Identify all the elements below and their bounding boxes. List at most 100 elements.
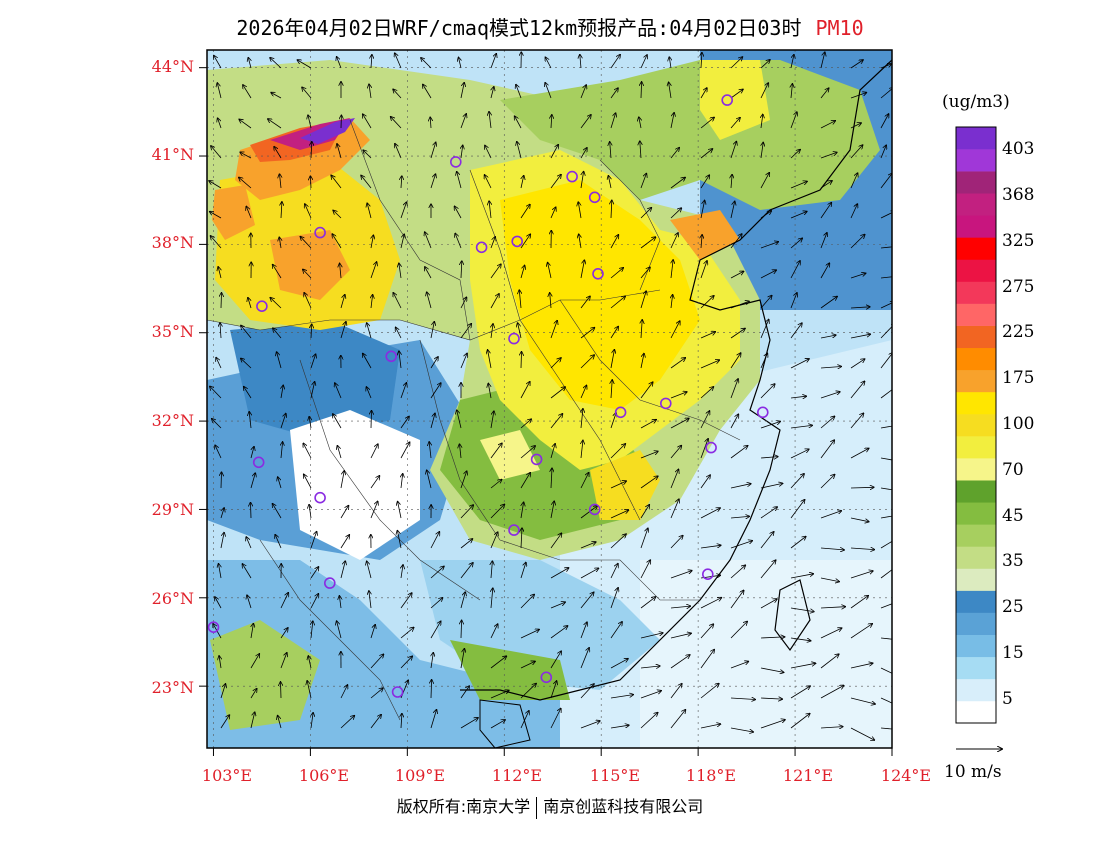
wind-arrow (820, 577, 839, 582)
wind-arrow (219, 656, 221, 669)
wind-arrow (670, 446, 681, 459)
wind-arrow (850, 381, 865, 399)
wind-arrow (491, 87, 494, 99)
wind-arrow (700, 296, 714, 309)
wind-arrow (640, 267, 650, 279)
wind-arrow (460, 353, 467, 369)
station-marker (252, 456, 265, 469)
wind-arrow (610, 350, 614, 369)
wind-arrow (239, 119, 252, 129)
wind-arrow (760, 637, 785, 638)
wind-arrow (670, 418, 689, 429)
wind-arrow (670, 499, 679, 519)
wind-arrow (431, 680, 432, 699)
wind-arrow (790, 181, 807, 189)
wind-arrow (431, 653, 433, 669)
wind-arrow (310, 532, 317, 549)
wind-arrow (460, 83, 464, 99)
wind-arrow (246, 207, 252, 219)
station-marker (475, 241, 488, 254)
wind-arrow (281, 385, 283, 399)
wind-arrow (580, 622, 587, 639)
wind-arrow (460, 563, 473, 579)
wind-arrow (850, 359, 865, 369)
wind-arrow (670, 633, 691, 639)
wind-arrow (331, 175, 342, 189)
wind-arrow (790, 537, 806, 549)
wind-arrow (279, 237, 281, 249)
wind-arrow (430, 566, 444, 579)
wind-arrow (611, 200, 612, 219)
wind-arrow (281, 442, 283, 459)
wind-arrow (790, 607, 814, 612)
wind-arrow (760, 384, 775, 399)
wind-arrow (427, 292, 432, 309)
wind-arrow (850, 697, 875, 704)
wind-arrow (790, 396, 806, 398)
wind-arrow (610, 564, 618, 579)
wind-arrow (580, 55, 581, 69)
northeast-moderate-field (500, 60, 880, 210)
wind-arrow (545, 57, 552, 69)
wind-arrow (340, 561, 345, 579)
wind-arrow (700, 332, 715, 339)
wind-arrow (241, 358, 252, 369)
wind-arrow (730, 516, 749, 518)
wind-arrow (369, 84, 371, 99)
wind-arrow (790, 686, 810, 699)
colorbar-band (956, 568, 996, 591)
wind-arrow (760, 698, 782, 699)
wind-arrow (820, 367, 841, 369)
wind-arrow (489, 112, 491, 129)
wind-arrow (880, 145, 886, 159)
wind-arrow (490, 720, 505, 729)
wind-arrow (220, 323, 221, 339)
wind-arrow (520, 446, 535, 459)
yunnan-field (210, 620, 320, 730)
wind-arrow (551, 115, 552, 129)
wind-arrow (401, 565, 403, 579)
wind-arrow (880, 425, 892, 429)
wind-arrow (880, 211, 892, 219)
wind-arrow (581, 441, 583, 459)
wind-arrow (461, 145, 463, 159)
axis-ticks (199, 67, 893, 756)
wind-arrow (580, 296, 590, 309)
wind-arrow (579, 234, 581, 249)
copyright-separator (536, 796, 538, 819)
wind-arrow (610, 142, 611, 159)
wind-arrow (760, 353, 767, 369)
wind-arrow (520, 234, 530, 249)
lon-label-118: 118°E (685, 766, 737, 785)
wind-arrow (640, 505, 649, 519)
wind-arrow (760, 667, 784, 672)
wind-arrow (371, 295, 373, 309)
colorbar-label-175: 175 (1002, 368, 1035, 388)
wind-arrow (820, 628, 842, 639)
station-marker (721, 94, 734, 106)
wind-arrow (760, 483, 783, 489)
wind-arrow (216, 358, 222, 369)
wind-arrow (760, 720, 785, 729)
wind-arrow (520, 473, 530, 489)
wind-arrow (460, 324, 471, 339)
wind-arrow (760, 270, 776, 279)
wind-arrow (610, 510, 628, 519)
wind-arrow (610, 534, 626, 549)
wind-arrow (670, 358, 685, 369)
wind-arrow (520, 684, 536, 699)
wind-arrow (850, 145, 863, 159)
wind-arrow (820, 52, 825, 69)
colorbar-band (956, 612, 996, 635)
wind-arrow (218, 118, 222, 129)
wind-arrow (610, 481, 626, 489)
wind-arrow (700, 508, 720, 519)
wind-arrow (730, 301, 749, 309)
wind-arrow (363, 150, 372, 159)
wind-arrow (820, 181, 832, 189)
lon-label-103: 103°E (201, 766, 253, 785)
wind-arrow (430, 710, 437, 729)
wind-arrow (425, 267, 432, 279)
wind-arrow (700, 724, 720, 729)
